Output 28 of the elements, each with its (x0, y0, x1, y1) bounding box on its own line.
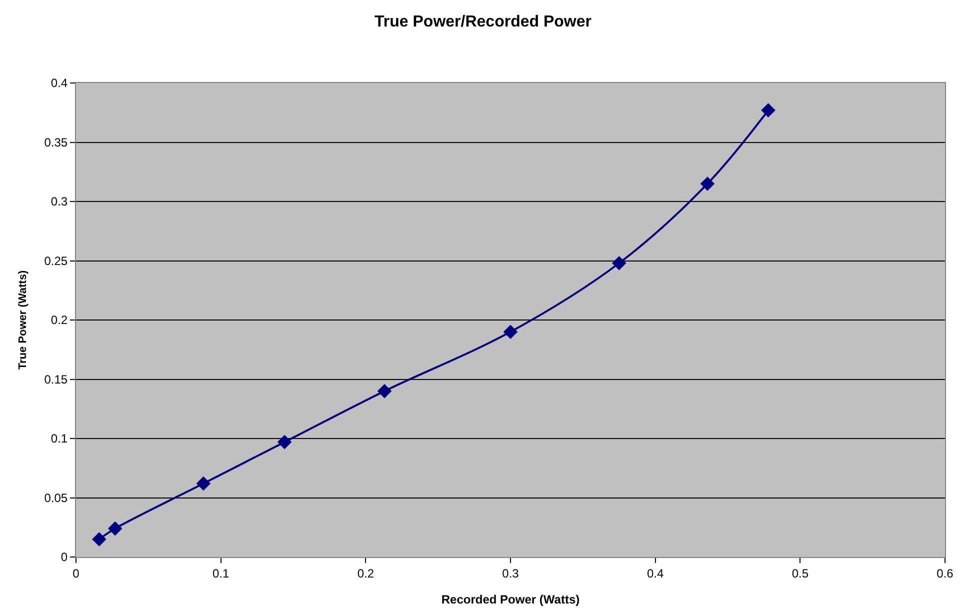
point (761, 103, 776, 118)
y-tick-label: 0.2 (50, 313, 68, 328)
x-tick-label: 0.2 (357, 566, 374, 580)
x-tick-label: 0.1 (212, 566, 230, 580)
y-tick-label: 0.4 (50, 76, 68, 90)
chart-title: True Power/Recorded Power (374, 14, 592, 31)
y-axis-title: True Power (Watts) (16, 270, 29, 370)
point (108, 521, 122, 536)
y-tick-label: 0.25 (44, 254, 68, 268)
y-tick-label: 0.1 (50, 432, 68, 446)
point (92, 532, 106, 546)
point (612, 256, 626, 270)
x-tick-label: 0 (72, 566, 80, 580)
point (503, 324, 518, 339)
point (377, 384, 392, 398)
y-tick-label: 0.05 (44, 490, 68, 505)
y-tick-label: 0.35 (44, 135, 68, 150)
x-tick-label: 0.4 (646, 566, 664, 580)
x-tick-label: 0.6 (936, 566, 954, 580)
point (700, 176, 715, 191)
y-tick-label: 0.3 (50, 194, 68, 209)
point (277, 434, 292, 450)
x-tick-label: 0.5 (792, 566, 809, 580)
point (196, 476, 211, 491)
x-tick-label: 0.3 (502, 566, 520, 580)
x-axis-title: Recorded Power (Watts) (441, 592, 580, 606)
y-tick-label: 0 (60, 550, 68, 564)
y-tick-label: 0.15 (44, 372, 68, 386)
